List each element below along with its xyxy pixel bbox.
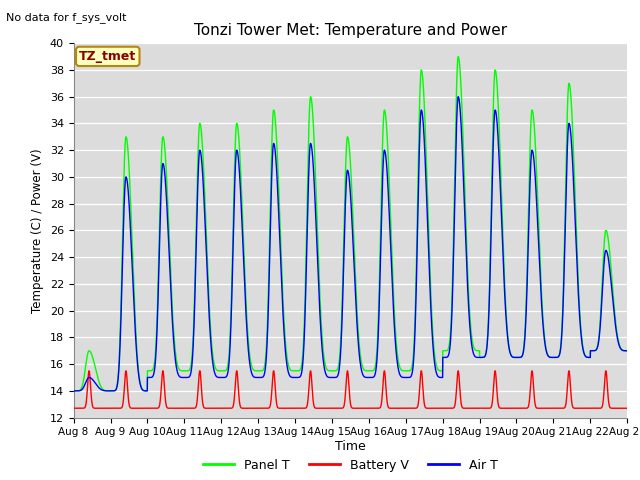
Text: No data for f_sys_volt: No data for f_sys_volt [6,12,127,23]
Battery V [85,368,93,374]
Air T [454,94,462,99]
Title: Tonzi Tower Met: Temperature and Power: Tonzi Tower Met: Temperature and Power [194,23,507,38]
Air T [623,348,631,354]
Battery V [623,405,631,411]
Battery V [70,405,77,411]
Panel T [169,319,177,324]
Panel T [70,388,77,394]
X-axis label: Time: Time [335,440,366,453]
Panel T [623,348,630,354]
Line: Panel T: Panel T [74,57,627,391]
Air T [169,330,177,336]
Air T [623,348,630,354]
Battery V [444,405,452,411]
Panel T [506,348,514,354]
Y-axis label: Temperature (C) / Power (V): Temperature (C) / Power (V) [31,148,44,312]
Panel T [475,348,483,354]
Air T [70,388,77,394]
Air T [444,354,452,360]
Legend: Panel T, Battery V, Air T: Panel T, Battery V, Air T [198,454,502,477]
Text: TZ_tmet: TZ_tmet [79,50,136,63]
Battery V [506,405,514,411]
Battery V [475,405,483,411]
Panel T [623,348,631,354]
Battery V [330,405,338,411]
Air T [506,349,514,355]
Air T [475,355,483,360]
Panel T [454,54,462,60]
Panel T [330,368,337,373]
Line: Battery V: Battery V [74,371,627,408]
Battery V [623,405,630,411]
Air T [330,374,337,380]
Battery V [170,405,177,411]
Line: Air T: Air T [74,96,627,391]
Panel T [444,347,452,353]
